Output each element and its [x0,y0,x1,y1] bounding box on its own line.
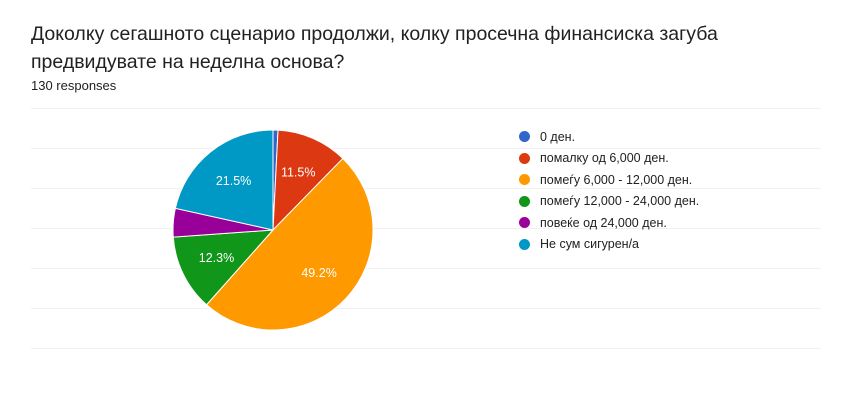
pie-slice[interactable] [172,229,275,306]
legend-swatch [519,217,530,229]
grid-line [31,268,821,269]
legend-item[interactable]: помеѓу 12,000 - 24,000 ден. [519,191,699,213]
legend-swatch [519,195,530,207]
legend-item[interactable]: повеќе од 24,000 ден. [519,212,699,234]
legend-item[interactable]: помеѓу 6,000 - 12,000 ден. [519,169,699,191]
legend-label: помалку од 6,000 ден. [540,151,669,166]
grid-line [31,148,821,149]
pie-slice[interactable] [272,129,344,232]
chart-legend: 0 ден. помалку од 6,000 ден. помеѓу 6,000 … [519,126,699,255]
legend-label: 0 ден. [540,129,576,144]
legend-swatch [519,238,530,250]
legend-label: повеќе од 24,000 ден. [540,215,667,230]
legend-swatch [519,131,530,143]
grid-line [31,308,821,309]
response-count: 130 responses [31,78,117,93]
slice-data-label: 21.5% [216,174,251,188]
pie-slice[interactable] [205,157,374,331]
pie-slice[interactable] [174,129,274,231]
legend-item[interactable]: Не сум сигурен/а [519,234,699,256]
legend-swatch [519,152,530,164]
slice-data-label: 49.2% [301,266,336,280]
grid-line [31,188,821,189]
grid-line [31,108,821,109]
legend-swatch [519,174,530,186]
legend-item[interactable]: помалку од 6,000 ден. [519,148,699,170]
legend-item[interactable]: 0 ден. [519,126,699,148]
grid-line [31,348,821,349]
legend-label: помеѓу 12,000 - 24,000 ден. [540,194,700,209]
legend-label: помеѓу 6,000 - 12,000 ден. [540,172,693,187]
grid-line [31,228,821,229]
question-title: Доколку сегашното сценарио продолжи, кол… [31,23,718,73]
legend-label: Не сум сигурен/а [540,237,640,252]
slice-data-label: 11.5% [281,165,316,179]
slice-data-label: 12.3% [199,251,234,265]
